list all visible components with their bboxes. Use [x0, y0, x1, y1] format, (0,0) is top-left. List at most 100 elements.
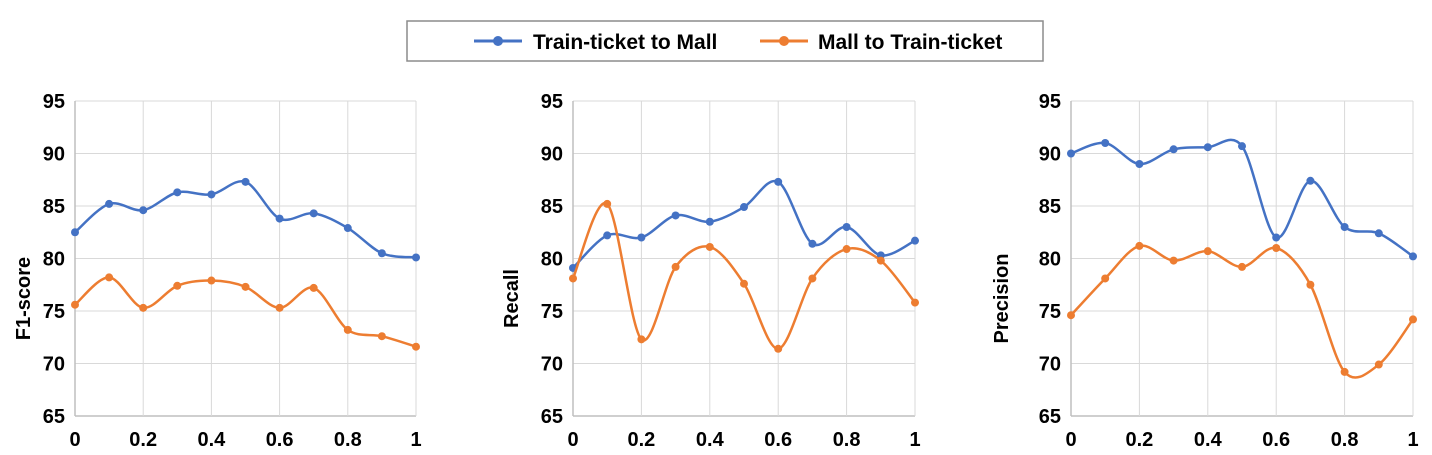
y-tick-label: 65	[541, 406, 563, 428]
data-point-mall-to-train-ticket	[139, 303, 148, 312]
x-tick-label: 0.6	[266, 429, 294, 451]
data-point-mall-to-train-ticket	[105, 273, 114, 282]
y-tick-label: 75	[1039, 301, 1061, 323]
y-tick-label: 85	[1039, 196, 1061, 218]
data-point-train-ticket-to-mall	[343, 224, 352, 233]
data-point-mall-to-train-ticket	[377, 332, 386, 341]
legend-marker-train-to-mall	[493, 36, 503, 46]
data-point-train-ticket-to-mall	[173, 188, 182, 197]
data-point-mall-to-train-ticket	[241, 282, 250, 291]
data-point-mall-to-train-ticket	[1101, 274, 1110, 283]
x-tick-label: 1	[1407, 429, 1418, 451]
x-tick-label: 0.6	[764, 429, 792, 451]
data-point-train-ticket-to-mall	[1101, 139, 1110, 147]
chart-panel-precision: 65 70 75 80 85 90 95 0 0.2 0.4 0.6 0.8 1 Precision	[991, 91, 1419, 451]
x-tick-label: 0.2	[1125, 429, 1153, 451]
data-point-mall-to-train-ticket	[911, 298, 919, 307]
data-point-train-ticket-to-mall	[774, 177, 783, 186]
data-point-train-ticket-to-mall	[1374, 229, 1383, 238]
data-point-mall-to-train-ticket	[275, 303, 284, 312]
data-point-train-ticket-to-mall	[275, 214, 284, 223]
data-point-train-ticket-to-mall	[603, 231, 612, 240]
y-tick-label: 90	[43, 144, 65, 166]
y-tick-label: 80	[43, 249, 65, 271]
data-point-train-ticket-to-mall	[808, 239, 817, 248]
y-tick-label: 90	[541, 144, 563, 166]
x-tick-label: 0.2	[627, 429, 655, 451]
x-tick-label: 1	[909, 429, 920, 451]
data-point-mall-to-train-ticket	[1203, 247, 1212, 256]
data-point-train-ticket-to-mall	[1340, 223, 1349, 231]
data-point-train-ticket-to-mall	[207, 190, 216, 199]
y-tick-label: 70	[1039, 354, 1061, 376]
data-point-mall-to-train-ticket	[71, 300, 79, 309]
x-tick-label: 0	[567, 429, 578, 451]
y-tick-label: 65	[1039, 406, 1061, 428]
y-tick-label: 75	[43, 301, 65, 323]
y-tick-label: 95	[1039, 91, 1061, 113]
data-point-mall-to-train-ticket	[1135, 241, 1144, 250]
chart-panels: 65 70 75 80 85 90 95 0 0.2 0.4 0.6 0.8 1 F1-score 65 70…	[13, 91, 1419, 451]
legend: Train-ticket to Mall Mall to Train-ticke…	[406, 20, 1044, 62]
x-tick-label: 0.8	[1331, 429, 1359, 451]
series-line-train-ticket-to-mall	[73, 179, 418, 259]
y-tick-label: 70	[541, 354, 563, 376]
data-point-mall-to-train-ticket	[705, 242, 714, 251]
data-point-train-ticket-to-mall	[740, 203, 748, 212]
data-point-mall-to-train-ticket	[740, 279, 748, 288]
series-line-train-ticket-to-mall	[571, 179, 917, 270]
data-point-train-ticket-to-mall	[1272, 233, 1281, 242]
y-axis-label: Precision	[991, 253, 1013, 343]
data-point-train-ticket-to-mall	[139, 206, 148, 215]
data-point-mall-to-train-ticket	[343, 325, 352, 334]
data-point-train-ticket-to-mall	[671, 211, 680, 220]
y-tick-label: 90	[1039, 144, 1061, 166]
y-tick-label: 95	[43, 91, 65, 113]
data-point-train-ticket-to-mall	[1203, 143, 1212, 152]
x-tick-label: 0	[1065, 429, 1076, 451]
data-point-mall-to-train-ticket	[842, 245, 851, 254]
data-point-train-ticket-to-mall	[71, 228, 79, 237]
data-point-mall-to-train-ticket	[1238, 262, 1246, 271]
series-line-mall-to-train-ticket	[571, 201, 917, 351]
data-point-mall-to-train-ticket	[808, 274, 817, 283]
chart-panel-recall: 65 70 75 80 85 90 95 0 0.2 0.4 0.6 0.8 1 Recall	[501, 91, 921, 451]
y-tick-label: 75	[541, 301, 563, 323]
data-point-train-ticket-to-mall	[412, 253, 420, 262]
y-tick-label: 85	[541, 196, 563, 218]
legend-marker-mall-to-train	[779, 36, 789, 46]
data-point-train-ticket-to-mall	[241, 177, 250, 186]
data-point-mall-to-train-ticket	[1169, 256, 1178, 265]
data-point-train-ticket-to-mall	[1238, 142, 1246, 151]
x-tick-label: 0.8	[334, 429, 362, 451]
data-point-mall-to-train-ticket	[876, 256, 885, 265]
data-point-train-ticket-to-mall	[1306, 176, 1315, 185]
data-point-train-ticket-to-mall	[309, 209, 318, 218]
data-point-mall-to-train-ticket	[173, 281, 182, 290]
x-tick-label: 0.4	[1194, 429, 1223, 451]
y-axis-label: F1-score	[13, 257, 35, 340]
data-point-train-ticket-to-mall	[911, 236, 919, 245]
data-point-mall-to-train-ticket	[309, 283, 318, 292]
y-tick-label: 95	[541, 91, 563, 113]
data-point-train-ticket-to-mall	[1067, 149, 1075, 158]
data-point-mall-to-train-ticket	[569, 274, 577, 283]
x-tick-label: 0.6	[1262, 429, 1290, 451]
data-point-mall-to-train-ticket	[412, 342, 420, 351]
y-tick-label: 80	[541, 249, 563, 271]
series-line-train-ticket-to-mall	[1069, 138, 1415, 258]
x-tick-label: 0.2	[129, 429, 157, 451]
data-point-mall-to-train-ticket	[774, 344, 783, 353]
y-tick-label: 80	[1039, 249, 1061, 271]
y-axis-label: Recall	[501, 269, 523, 328]
data-point-train-ticket-to-mall	[377, 249, 386, 258]
legend-label-train-to-mall: Train-ticket to Mall	[533, 31, 717, 54]
y-tick-label: 85	[43, 196, 65, 218]
x-tick-label: 1	[410, 429, 421, 451]
data-point-train-ticket-to-mall	[1409, 252, 1417, 261]
data-point-train-ticket-to-mall	[637, 233, 646, 242]
data-point-mall-to-train-ticket	[1272, 244, 1281, 252]
x-tick-label: 0	[69, 429, 80, 451]
legend-label-mall-to-train: Mall to Train-ticket	[818, 31, 1002, 54]
